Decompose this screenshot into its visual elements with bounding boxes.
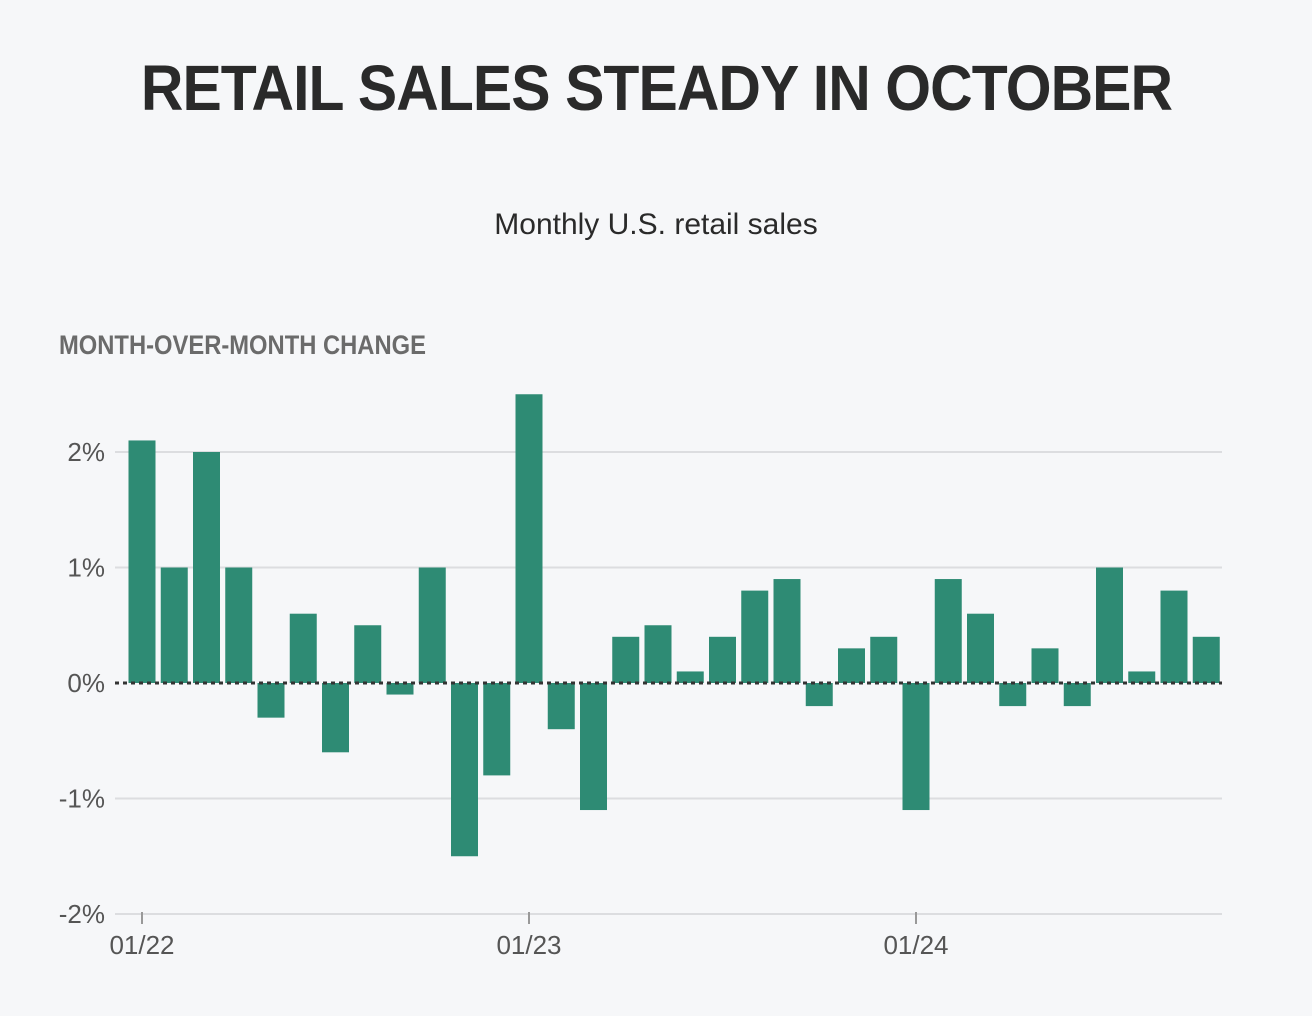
bar-06/23: [676, 671, 704, 683]
bar-12/23: [870, 636, 898, 683]
bar-10/22: [418, 567, 446, 683]
chart-subtitle: Monthly U.S. retail sales: [494, 208, 818, 241]
bar-04/23: [612, 636, 640, 683]
bar-08/22: [354, 625, 382, 683]
y-tick-label: 0%: [67, 668, 105, 698]
bar-05/23: [644, 625, 672, 683]
bar-10/23: [805, 683, 833, 707]
bar-02/23: [547, 683, 575, 730]
chart-title: RETAIL SALES STEADY IN OCTOBER: [140, 52, 1172, 124]
x-tick-label: 01/24: [883, 930, 948, 960]
bar-11/22: [451, 683, 478, 857]
bar-07/23: [709, 636, 736, 683]
bar-08/23: [741, 590, 769, 683]
bar-02/24: [934, 579, 962, 683]
y-axis-label: MONTH-OVER-MONTH CHANGE: [59, 330, 426, 360]
bar-09/22: [386, 683, 414, 695]
bar-04/22: [225, 567, 253, 683]
bar-01/22: [128, 440, 156, 683]
y-tick-label: 2%: [67, 437, 105, 467]
bar-01/23: [515, 394, 543, 683]
bar-05/24: [1031, 648, 1059, 683]
x-tick-label: 01/22: [109, 930, 174, 960]
bar-09/23: [773, 579, 801, 683]
bar-07/24: [1096, 567, 1123, 683]
bar-04/24: [999, 683, 1027, 707]
bar-09/24: [1160, 590, 1188, 683]
bar-11/23: [838, 648, 865, 683]
x-tick-label: 01/23: [496, 930, 561, 960]
y-tick-label: -1%: [59, 784, 105, 814]
y-tick-label: 1%: [67, 553, 105, 583]
bar-03/24: [967, 613, 994, 683]
bar-03/23: [580, 683, 607, 811]
bar-02/22: [160, 567, 188, 683]
bar-05/22: [257, 683, 285, 718]
bar-06/24: [1063, 683, 1091, 707]
bar-07/22: [322, 683, 349, 753]
y-tick-label: -2%: [59, 899, 105, 929]
bar-03/22: [193, 452, 220, 683]
bar-10/24: [1192, 636, 1220, 683]
bar-01/24: [902, 683, 930, 811]
bar-12/22: [483, 683, 511, 776]
bar-08/24: [1128, 671, 1156, 683]
bar-06/22: [289, 613, 317, 683]
